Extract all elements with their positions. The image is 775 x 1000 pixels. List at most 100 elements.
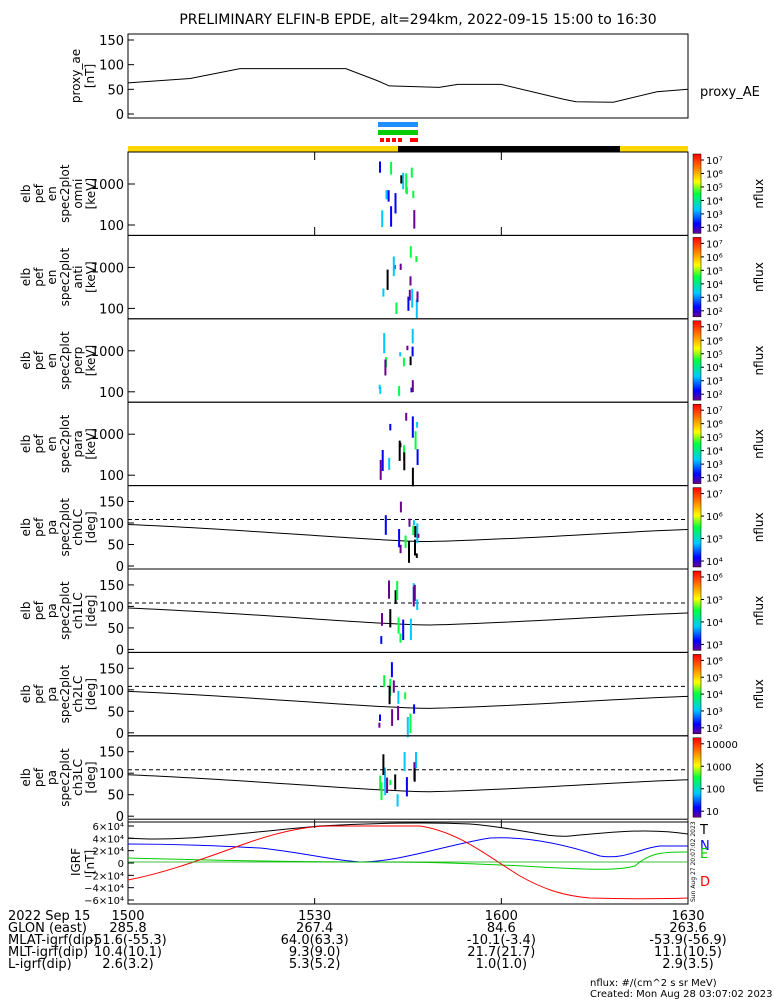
spectrogram-streak xyxy=(397,617,400,634)
ae-ytick: 0 xyxy=(116,108,124,123)
proxy-ae-legend: proxy_AE xyxy=(700,85,760,100)
panel-ylabel: ch0LC xyxy=(71,509,85,546)
panel-ylabel: pef xyxy=(32,267,46,287)
loss-cone-curve xyxy=(127,607,689,626)
spectrogram-streak xyxy=(383,333,386,354)
colorbar-tick: 10² xyxy=(706,223,723,234)
panel-ylabel: elb xyxy=(19,435,33,453)
marker-red xyxy=(392,138,396,142)
colorbar-tick: 10² xyxy=(706,474,723,485)
spectrogram-streak xyxy=(391,709,394,726)
spectrogram-streak xyxy=(409,356,412,366)
igrf-N-line xyxy=(127,837,688,863)
spectrogram-streak xyxy=(415,553,418,558)
colorbar-tick: 10⁴ xyxy=(706,690,723,701)
spectrogram-streak xyxy=(384,780,387,796)
igrf-ytick: −4×10⁴ xyxy=(84,884,124,895)
spectrogram-streak xyxy=(405,412,408,421)
colorbar-tick: 10 xyxy=(706,807,719,818)
colorbar-tick: 10³ xyxy=(706,460,723,471)
spectrogram-streak xyxy=(411,467,414,487)
colorbar-tick: 1000 xyxy=(706,762,731,773)
spectrogram-streak xyxy=(379,161,381,173)
info-row-value: 2.9(3.5) xyxy=(662,957,714,972)
panel-ylabel: en xyxy=(45,186,59,201)
info-row-value: -51.6(-55.3) xyxy=(89,933,166,948)
colorbar-tick: 10⁴ xyxy=(706,447,723,458)
loss-cone-curve xyxy=(127,774,689,793)
colorbar xyxy=(692,403,702,484)
colorbar-tick: 10³ xyxy=(706,293,723,304)
spectrogram-streak xyxy=(397,690,400,704)
colorbar-tick: 10⁵ xyxy=(706,535,723,546)
panel-ytick: 150 xyxy=(99,662,124,677)
spectrogram-streak xyxy=(388,580,390,599)
panel-ytick: 100 xyxy=(99,219,124,234)
panel-ylabel: pef xyxy=(32,600,46,620)
colorbar-tick: 10⁴ xyxy=(706,618,723,629)
spectrogram-streak xyxy=(405,187,408,195)
panel-ylabel: pef xyxy=(32,517,46,537)
marker-blue xyxy=(378,122,418,127)
panel-ylabel: pef xyxy=(32,434,46,454)
panel-ylabel: perp xyxy=(71,347,85,375)
spectrogram-streak xyxy=(378,722,381,728)
panel-ytick: 150 xyxy=(99,579,124,594)
spectrogram-streak xyxy=(390,161,393,175)
colorbar-tick: 10² xyxy=(706,390,723,401)
spectrogram-streak xyxy=(395,302,398,314)
panel-ylabel: [deg] xyxy=(84,762,98,794)
igrf-legend-E: E xyxy=(700,847,708,862)
spectrogram-streak xyxy=(392,256,395,277)
spectrogram-streak xyxy=(394,590,397,604)
spectrogram-streak xyxy=(386,269,389,290)
spectrogram-streak xyxy=(413,768,416,782)
spectrogram-streak xyxy=(379,714,381,721)
colorbar-label: nflux xyxy=(752,429,766,459)
spectrogram-streak xyxy=(409,276,412,286)
panel-ylabel: en xyxy=(45,353,59,368)
spectrogram-streak xyxy=(409,618,412,641)
proxy-ae-ylabel: proxy_ae xyxy=(69,49,83,103)
spectrogram-streak xyxy=(396,580,399,601)
panel-ytick: 100 xyxy=(99,517,124,532)
spectrogram-streak xyxy=(403,752,406,772)
spectrogram-streak xyxy=(398,386,401,396)
marker-red xyxy=(410,138,414,142)
spectrogram-streak xyxy=(385,190,388,200)
spectrogram-streak xyxy=(408,289,411,301)
spectrogram-streak xyxy=(416,599,419,610)
spectrogram-streak xyxy=(415,256,418,262)
panel-ylabel: elb xyxy=(19,518,33,536)
spectrogram-streak xyxy=(405,777,408,797)
proxy-ae-panel: 150 100 50 0 proxy_ae [nT] proxy_AE xyxy=(69,33,760,123)
igrf-legend-N: N xyxy=(700,839,710,854)
panel-ylabel: para xyxy=(71,430,85,457)
panel-ylabel: elb xyxy=(19,268,33,286)
info-row-label: MLAT-igrf(dip) xyxy=(8,933,98,948)
panel-ytick: 100 xyxy=(99,469,124,484)
marker-red xyxy=(398,138,402,142)
figure-title: PRELIMINARY ELFIN-B EPDE, alt=294km, 202… xyxy=(179,12,656,28)
colorbar-label: nflux xyxy=(752,596,766,626)
info-row-value: -10.1(-3.4) xyxy=(467,933,536,948)
colorbar xyxy=(692,153,702,234)
info-row-value: 11.1(10.5) xyxy=(654,945,722,960)
spectrogram-streak xyxy=(405,173,408,193)
marker-green xyxy=(378,130,418,135)
info-row-value: 263.6 xyxy=(669,921,706,936)
spectrogram-streak xyxy=(384,767,386,788)
panel-ylabel: elb xyxy=(19,768,33,786)
footer-created: Created: Mon Aug 28 03:07:02 2023 xyxy=(590,989,773,1000)
proxy-ae-ylabel-unit: [nT] xyxy=(83,64,97,88)
spectrogram-streak xyxy=(381,210,384,228)
colorbar-label: nflux xyxy=(752,179,766,209)
panel-ytick: 50 xyxy=(107,622,124,637)
panel-ytick: 100 xyxy=(99,600,124,615)
status-bar-black xyxy=(398,146,620,152)
spectrogram-streak xyxy=(379,459,382,480)
xtick-label: 1630 xyxy=(671,909,704,924)
spectrogram-streak xyxy=(414,431,417,450)
colorbar xyxy=(692,654,702,735)
